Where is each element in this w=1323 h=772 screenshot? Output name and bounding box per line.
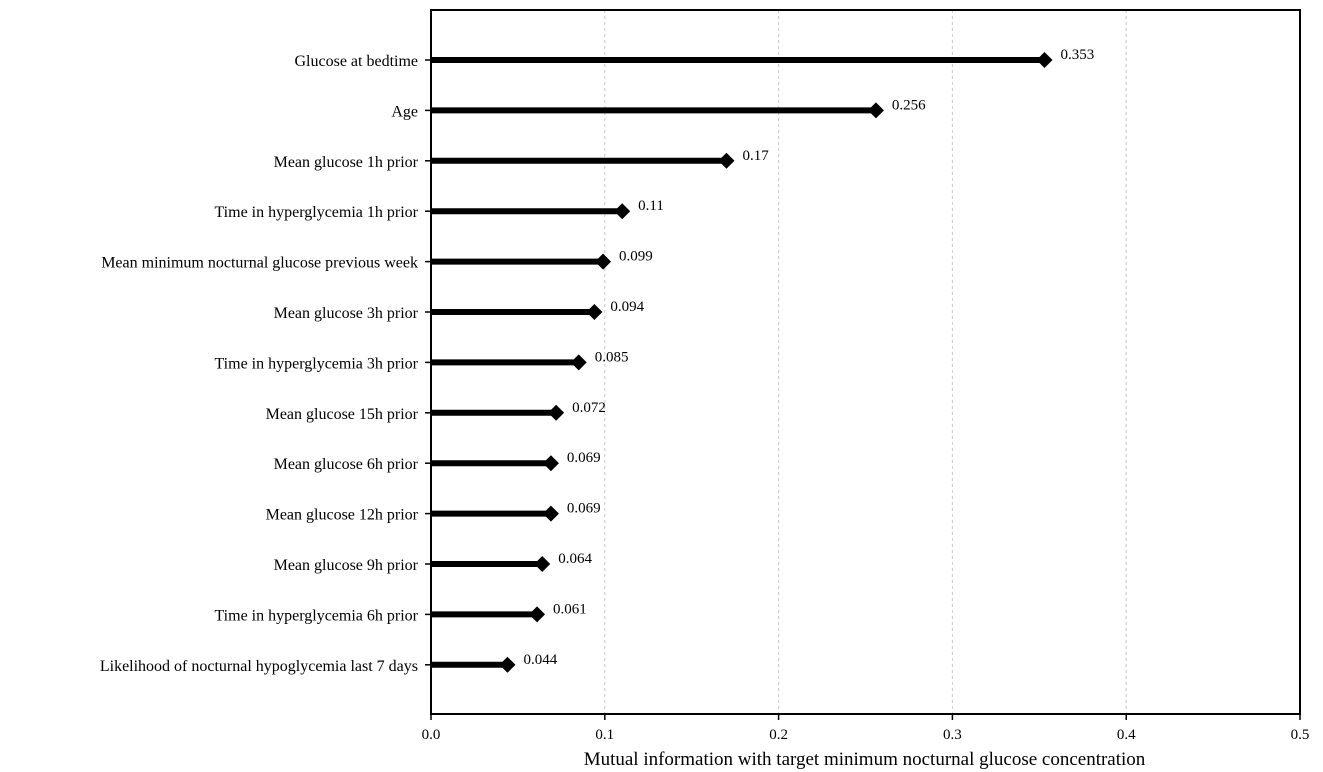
category-label: Age [391, 103, 418, 120]
bar-marker [529, 606, 546, 623]
x-tick-label: 0.3 [943, 727, 962, 743]
bar-marker [570, 354, 587, 371]
data-label: 0.061 [553, 601, 587, 617]
category-label: Time in hyperglycemia 3h prior [214, 355, 418, 372]
category-label: Mean glucose 6h prior [274, 456, 419, 473]
category-label: Mean glucose 9h prior [274, 557, 419, 574]
x-tick-label: 0.0 [422, 727, 441, 743]
category-label: Mean glucose 1h prior [274, 154, 419, 171]
bar-marker [718, 152, 735, 169]
bar-marker [1036, 52, 1053, 68]
category-label: Mean minimum nocturnal glucose previous … [101, 255, 418, 272]
data-label: 0.072 [572, 400, 606, 416]
data-label: 0.064 [558, 551, 592, 567]
category-label: Mean glucose 15h prior [266, 406, 419, 423]
category-label: Mean glucose 12h prior [266, 507, 419, 524]
y-axis-category-labels: Glucose at bedtime Age Mean glucose 1h pri… [100, 53, 431, 675]
data-label: 0.099 [619, 249, 653, 265]
data-label: 0.069 [567, 450, 601, 466]
data-label: 0.085 [595, 349, 629, 365]
x-tick-label: 0.2 [769, 727, 788, 743]
bar-marker [867, 102, 884, 119]
data-label: 0.17 [742, 148, 769, 164]
grid-lines [604, 10, 1127, 714]
category-label: Time in hyperglycemia 1h prior [214, 204, 418, 221]
data-label: 0.353 [1061, 47, 1095, 63]
bar-marker [542, 455, 559, 472]
data-label: 0.069 [567, 501, 601, 517]
data-label: 0.256 [892, 97, 926, 113]
bar-marker [534, 556, 551, 572]
bar-marker [614, 203, 631, 220]
category-label: Mean glucose 3h prior [274, 305, 419, 322]
category-label: Likelihood of nocturnal hypoglycemia las… [100, 658, 418, 675]
bar-marker [548, 404, 565, 421]
data-label: 0.044 [523, 652, 557, 668]
x-axis-title: Mutual information with target minimum n… [584, 749, 1146, 770]
x-tick-label: 0.1 [595, 727, 614, 743]
data-label: 0.11 [638, 198, 664, 214]
x-tick-label: 0.4 [1117, 727, 1136, 743]
bar-marker [499, 656, 516, 673]
data-label: 0.094 [610, 299, 644, 315]
x-axis-ticks: 0.0 0.1 0.2 0.3 0.4 0.5 [422, 714, 1310, 743]
category-label: Glucose at bedtime [294, 53, 418, 70]
bar-series: 0.353 0.256 0.17 0.11 0.099 0.094 0.085 0.072 0.… [431, 47, 1094, 673]
x-tick-label: 0.5 [1291, 727, 1310, 743]
bar-marker [586, 304, 603, 320]
category-label: Time in hyperglycemia 6h prior [214, 607, 418, 624]
bar-marker [542, 505, 559, 522]
bar-marker [595, 253, 612, 270]
